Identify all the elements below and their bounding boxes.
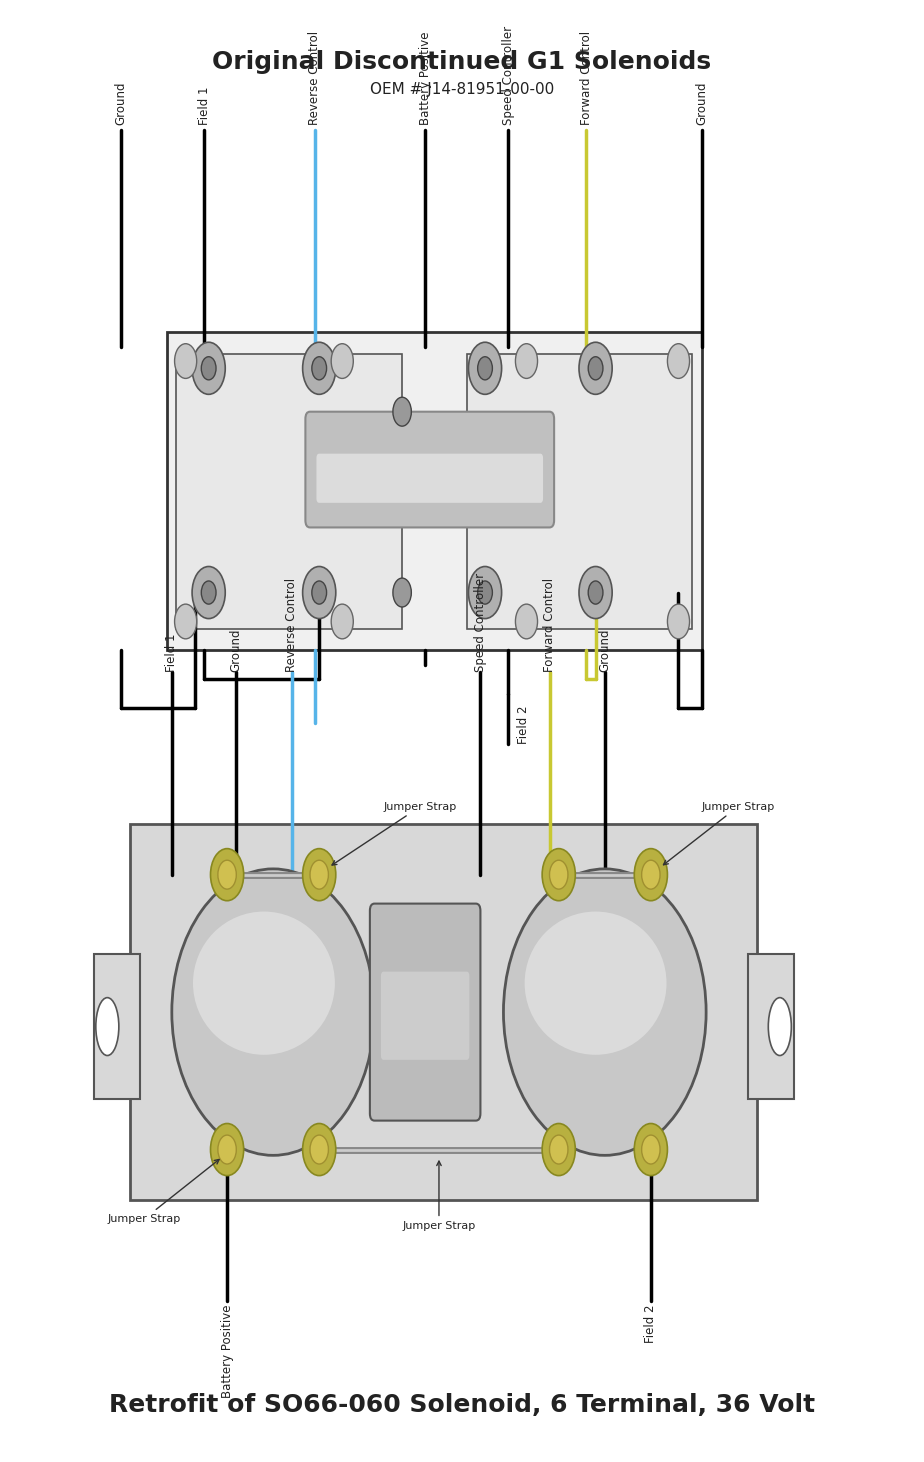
Ellipse shape (96, 997, 119, 1056)
Circle shape (218, 860, 237, 889)
FancyBboxPatch shape (370, 904, 480, 1120)
Text: Reverse Control: Reverse Control (286, 577, 298, 673)
Circle shape (641, 860, 660, 889)
Ellipse shape (172, 868, 374, 1155)
Text: Field 2: Field 2 (644, 1304, 657, 1344)
Ellipse shape (193, 912, 334, 1054)
Ellipse shape (769, 997, 791, 1056)
Circle shape (634, 1123, 667, 1175)
Circle shape (211, 848, 244, 901)
Text: Forward Control: Forward Control (580, 31, 593, 126)
Bar (467, 354, 692, 629)
Circle shape (478, 580, 492, 604)
Circle shape (550, 1135, 568, 1164)
Circle shape (192, 566, 225, 618)
FancyBboxPatch shape (316, 453, 543, 503)
Circle shape (211, 1123, 244, 1175)
Circle shape (218, 1135, 237, 1164)
Circle shape (667, 604, 689, 639)
Text: Field 1: Field 1 (198, 86, 211, 126)
Bar (167, 332, 701, 651)
Circle shape (589, 357, 603, 380)
Text: Battery Positive: Battery Positive (221, 1304, 234, 1398)
Text: Battery Positive: Battery Positive (419, 32, 432, 126)
Circle shape (542, 848, 576, 901)
Text: Speed Controller: Speed Controller (474, 573, 487, 673)
Circle shape (303, 848, 335, 901)
Circle shape (311, 357, 326, 380)
Text: Ground: Ground (598, 629, 612, 673)
Circle shape (192, 342, 225, 395)
Circle shape (641, 1135, 660, 1164)
Circle shape (550, 860, 568, 889)
Circle shape (303, 342, 335, 395)
Bar (176, 354, 402, 629)
Text: Retrofit of SO66-060 Solenoid, 6 Terminal, 36 Volt: Retrofit of SO66-060 Solenoid, 6 Termina… (109, 1393, 815, 1417)
Circle shape (516, 604, 538, 639)
Circle shape (310, 1135, 328, 1164)
Text: Forward Control: Forward Control (543, 577, 556, 673)
FancyBboxPatch shape (381, 972, 469, 1060)
Text: Ground: Ground (115, 82, 128, 126)
Ellipse shape (525, 912, 666, 1054)
Circle shape (468, 566, 502, 618)
Text: Reverse Control: Reverse Control (308, 31, 322, 126)
Circle shape (310, 860, 328, 889)
Circle shape (331, 604, 353, 639)
Circle shape (303, 1123, 335, 1175)
Circle shape (393, 577, 411, 607)
Circle shape (175, 604, 197, 639)
Text: Speed Controller: Speed Controller (502, 26, 515, 126)
Circle shape (589, 580, 603, 604)
Text: Ground: Ground (230, 629, 243, 673)
Text: Jumper Strap: Jumper Strap (402, 1161, 476, 1231)
Circle shape (311, 580, 326, 604)
Circle shape (175, 344, 197, 379)
Text: Field 1: Field 1 (165, 633, 178, 673)
Circle shape (542, 1123, 576, 1175)
Circle shape (468, 342, 502, 395)
Text: Field 2: Field 2 (517, 706, 530, 744)
Circle shape (516, 344, 538, 379)
Circle shape (201, 580, 216, 604)
Text: Original Discontinued G1 Solenoids: Original Discontinued G1 Solenoids (213, 50, 711, 75)
Circle shape (303, 566, 335, 618)
Bar (130, 825, 757, 1200)
Text: OEM # J14-81951-00-00: OEM # J14-81951-00-00 (370, 82, 554, 96)
Circle shape (201, 357, 216, 380)
Text: Jumper Strap: Jumper Strap (663, 801, 774, 864)
Circle shape (478, 357, 492, 380)
Circle shape (331, 344, 353, 379)
Ellipse shape (504, 868, 706, 1155)
Circle shape (579, 566, 613, 618)
Text: Jumper Strap: Jumper Strap (332, 801, 457, 866)
Bar (93, 955, 140, 1099)
Bar (748, 955, 794, 1099)
Circle shape (667, 344, 689, 379)
Text: Jumper Strap: Jumper Strap (107, 1159, 219, 1224)
Circle shape (393, 398, 411, 425)
Circle shape (579, 342, 613, 395)
Text: Ground: Ground (695, 82, 708, 126)
Circle shape (634, 848, 667, 901)
FancyBboxPatch shape (306, 412, 554, 528)
